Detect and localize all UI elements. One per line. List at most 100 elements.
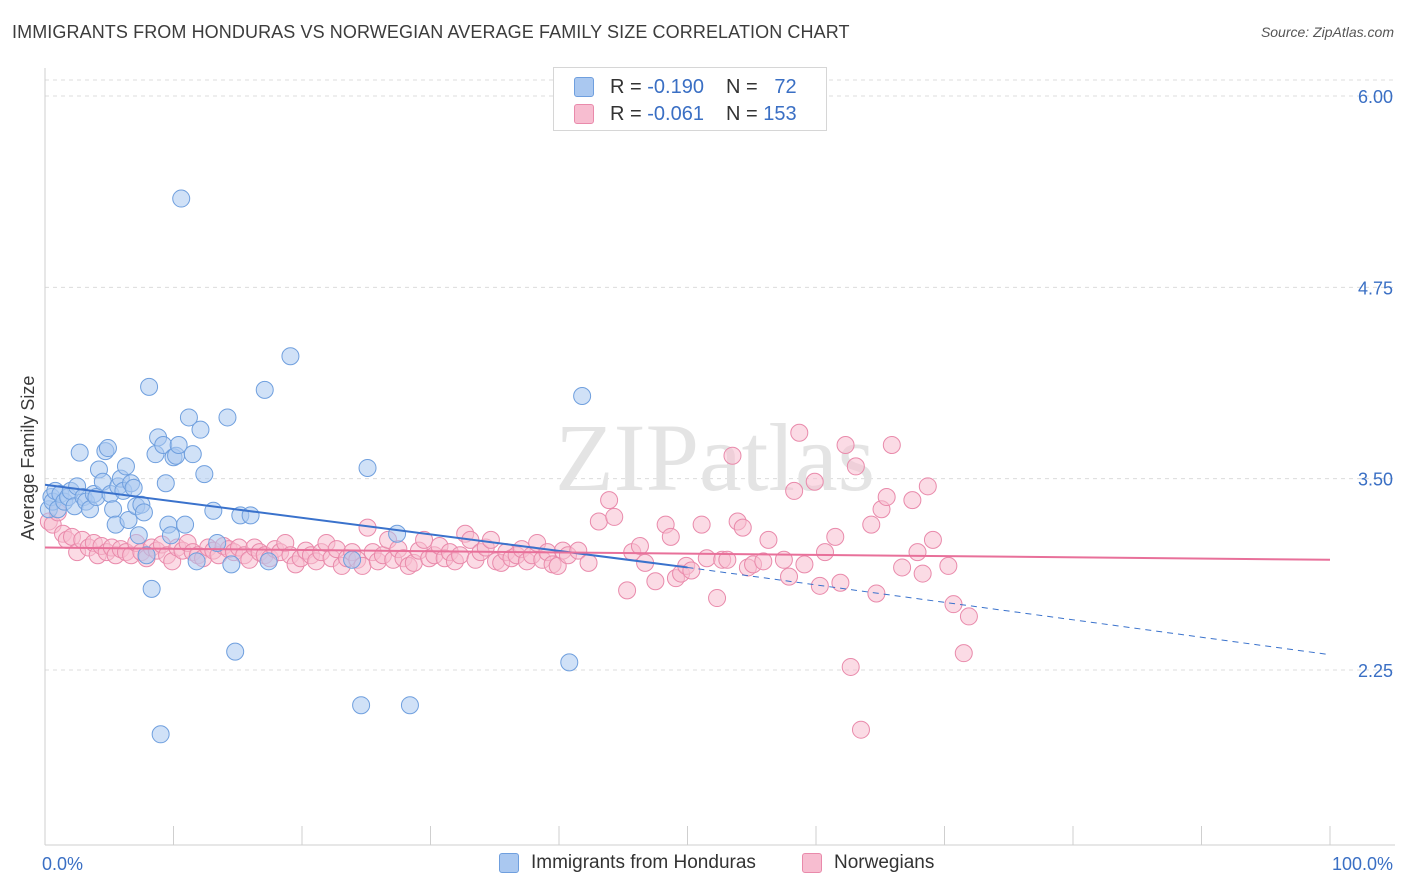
data-point-norwegians <box>646 572 665 591</box>
data-point-honduras <box>226 642 245 661</box>
bottom-legend-norwegians: Norwegians <box>802 852 934 874</box>
data-point-honduras <box>388 524 407 543</box>
legend-row-honduras: R = -0.190 N = 72 <box>574 75 797 99</box>
grid-lines <box>45 79 1395 671</box>
data-point-honduras <box>129 526 148 545</box>
data-point-norwegians <box>918 477 937 496</box>
data-point-honduras <box>352 696 371 715</box>
x-tick-label: 0.0% <box>42 854 83 874</box>
data-point-honduras <box>343 550 362 569</box>
data-point-honduras <box>172 189 191 208</box>
chart-title: IMMIGRANTS FROM HONDURAS VS NORWEGIAN AV… <box>12 22 850 42</box>
data-point-honduras <box>70 443 89 462</box>
bottom-legend-swatch-pink <box>802 853 822 873</box>
correlation-legend: R = -0.190 N = 72 R = -0.061 N = 153 <box>553 67 827 131</box>
series-honduras <box>39 189 592 744</box>
data-point-norwegians <box>708 589 727 608</box>
x-tick-label: 100.0% <box>1332 854 1393 874</box>
data-point-norwegians <box>923 530 942 549</box>
data-point-norwegians <box>841 657 860 676</box>
data-point-norwegians <box>723 446 742 465</box>
y-tick-label: 6.00 <box>1358 87 1393 107</box>
data-point-norwegians <box>877 488 896 507</box>
data-point-honduras <box>119 510 138 529</box>
legend-r-label: R = <box>610 75 642 98</box>
data-point-norwegians <box>661 527 680 546</box>
data-point-norwegians <box>893 558 912 577</box>
bottom-legend-label: Immigrants from Honduras <box>531 852 756 873</box>
data-point-norwegians <box>630 537 649 556</box>
data-point-honduras <box>124 478 143 497</box>
data-point-norwegians <box>882 435 901 454</box>
tick-labels: 2.25 3.50 4.75 6.00 0.0% 100.0% <box>42 87 1393 874</box>
data-point-norwegians <box>944 595 963 614</box>
data-point-norwegians <box>682 561 701 580</box>
data-point-norwegians <box>805 472 824 491</box>
data-point-norwegians <box>759 530 778 549</box>
data-point-honduras <box>259 552 278 571</box>
trend-line-norwegians <box>44 546 1331 561</box>
data-point-norwegians <box>913 564 932 583</box>
legend-swatch-pink <box>574 104 594 124</box>
data-point-norwegians <box>785 481 804 500</box>
data-point-norwegians <box>831 573 850 592</box>
data-point-norwegians <box>959 607 978 626</box>
data-point-honduras <box>140 377 159 396</box>
legend-row-norwegians: R = -0.061 N = 153 <box>574 102 797 126</box>
data-point-honduras <box>241 506 260 525</box>
data-point-norwegians <box>605 507 624 526</box>
data-point-norwegians <box>451 546 470 565</box>
legend-n-label: N = <box>725 102 758 125</box>
data-point-norwegians <box>795 555 814 574</box>
y-tick-label: 4.75 <box>1358 278 1393 298</box>
data-point-honduras <box>573 387 592 406</box>
data-point-honduras <box>161 526 180 545</box>
bottom-legend-honduras: Immigrants from Honduras <box>499 852 756 874</box>
legend-swatch-blue <box>574 77 594 97</box>
bottom-legend-swatch-blue <box>499 853 519 873</box>
trend-lines <box>44 483 1331 656</box>
data-point-honduras <box>281 347 300 366</box>
data-point-honduras <box>218 408 237 427</box>
data-point-honduras <box>169 435 188 454</box>
data-point-norwegians <box>851 720 870 739</box>
data-point-norwegians <box>589 512 608 531</box>
data-point-honduras <box>195 465 214 484</box>
data-point-honduras <box>191 420 210 439</box>
data-point-norwegians <box>600 491 619 510</box>
data-point-norwegians <box>790 423 809 442</box>
data-point-honduras <box>179 408 198 427</box>
legend-n-value: 153 <box>763 102 797 125</box>
data-point-honduras <box>400 696 419 715</box>
data-point-norwegians <box>862 515 881 534</box>
data-point-honduras <box>137 546 156 565</box>
data-point-honduras <box>176 515 195 534</box>
data-point-honduras <box>208 533 227 552</box>
data-point-norwegians <box>954 644 973 663</box>
trend-line-honduras-extension <box>687 566 1331 656</box>
data-point-norwegians <box>415 530 434 549</box>
data-point-honduras <box>156 474 175 493</box>
data-point-honduras <box>104 500 123 519</box>
legend-n-label: N = <box>725 75 758 98</box>
y-tick-label: 3.50 <box>1358 470 1393 490</box>
data-point-norwegians <box>836 435 855 454</box>
data-point-norwegians <box>718 550 737 569</box>
data-point-norwegians <box>481 530 500 549</box>
bottom-legend-label: Norwegians <box>834 852 935 873</box>
data-point-norwegians <box>908 543 927 562</box>
y-tick-label: 2.25 <box>1358 661 1393 681</box>
y-axis-label: Average Family Size <box>18 376 38 541</box>
legend-r-value: -0.061 <box>647 102 704 125</box>
data-point-norwegians <box>780 567 799 586</box>
data-point-honduras <box>358 458 377 477</box>
data-point-norwegians <box>903 491 922 510</box>
data-point-norwegians <box>692 515 711 534</box>
data-point-honduras <box>183 445 202 464</box>
data-point-norwegians <box>579 553 598 572</box>
legend-r-label: R = <box>610 102 642 125</box>
legend-n-value: 72 <box>774 75 797 98</box>
data-point-norwegians <box>697 549 716 568</box>
data-point-norwegians <box>846 457 865 476</box>
